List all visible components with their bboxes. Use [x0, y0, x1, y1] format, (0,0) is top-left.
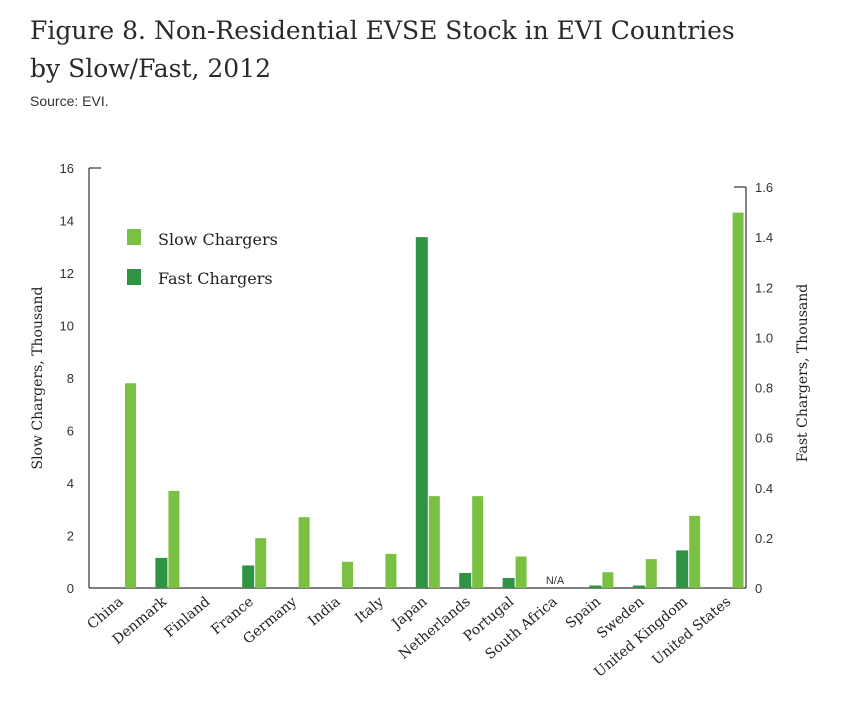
bar-fast-sweden [632, 585, 645, 588]
right-tick-label: 1.0 [755, 330, 773, 345]
bar-slow-united-states [732, 212, 744, 588]
left-tick-label: 2 [67, 529, 74, 544]
na-annotation: N/A [546, 575, 565, 587]
bar-slow-japan [428, 496, 440, 588]
bar-slow-germany [298, 517, 310, 588]
bar-slow-india [342, 561, 353, 588]
category-label: United States [649, 594, 734, 669]
bar-fast-portugal [502, 577, 515, 588]
right-tick-label: 1.2 [755, 280, 773, 295]
left-tick-label: 0 [67, 581, 74, 596]
left-tick-label: 4 [67, 476, 74, 491]
bar-fast-netherlands [459, 572, 472, 588]
right-axis-title: Fast Chargers, Thousand [795, 284, 811, 463]
right-tick-label: 0.4 [755, 481, 773, 496]
left-tick-label: 10 [60, 319, 74, 334]
left-tick-label: 16 [60, 161, 74, 176]
bar-fast-japan [415, 237, 428, 588]
bar-slow-italy [385, 553, 397, 588]
bar-slow-sweden [645, 559, 657, 588]
right-tick-label: 0 [755, 581, 762, 596]
bar-slow-france [255, 538, 267, 588]
title-line-1: Figure 8. Non-Residential EVSE Stock in … [30, 16, 735, 45]
category-label: India [305, 594, 343, 630]
bar-slow-united-kingdom [689, 515, 701, 588]
bar-fast-france [242, 565, 255, 588]
bar-fast-denmark [155, 557, 168, 588]
left-tick-label: 12 [60, 266, 74, 281]
bar-fast-united-kingdom [676, 550, 689, 588]
chart-title: Figure 8. Non-Residential EVSE Stock in … [30, 12, 850, 88]
bar-slow-denmark [168, 490, 180, 588]
title-line-2: by Slow/Fast, 2012 [30, 54, 272, 83]
bar-slow-portugal [515, 556, 527, 588]
right-tick-label: 1.4 [755, 230, 773, 245]
legend-swatch-fast [127, 269, 141, 285]
right-tick-label: 1.6 [755, 180, 773, 195]
legend-swatch-slow [127, 229, 141, 245]
right-tick-label: 0.8 [755, 381, 773, 396]
bar-slow-china [125, 383, 136, 588]
right-tick-label: 0.2 [755, 531, 773, 546]
bar-fast-spain [589, 585, 602, 588]
left-tick-label: 14 [60, 214, 74, 229]
source-note: Source: EVI. [30, 93, 109, 109]
bar-slow-netherlands [472, 496, 484, 588]
legend-label-slow: Slow Chargers [158, 230, 278, 249]
left-tick-label: 8 [67, 371, 74, 386]
category-label: Italy [352, 594, 387, 627]
legend-label-fast: Fast Chargers [158, 269, 273, 288]
left-axis-title: Slow Chargers, Thousand [30, 286, 46, 469]
right-tick-label: 0.6 [755, 431, 773, 446]
bar-slow-spain [602, 572, 614, 588]
category-label: Finland [162, 594, 214, 641]
left-tick-label: 6 [67, 424, 74, 439]
